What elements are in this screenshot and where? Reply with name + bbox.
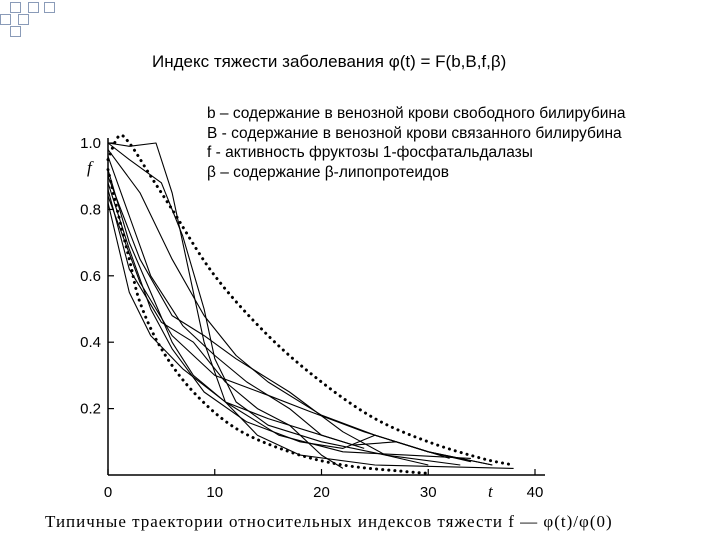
y-tick-label: 0.2 xyxy=(80,401,101,418)
series-line xyxy=(107,142,461,466)
x-tick-label: 30 xyxy=(420,484,437,501)
envelope-upper xyxy=(106,133,516,467)
figure-caption: Типичные траектории относительных индекс… xyxy=(45,512,613,531)
series-lines xyxy=(107,142,514,469)
x-tick-label: 20 xyxy=(313,484,330,501)
decor-square xyxy=(18,14,29,25)
page-title: Индекс тяжести заболевания φ(t) = F(b,B,… xyxy=(152,52,507,71)
decor-square xyxy=(10,2,21,13)
x-tick-label: 10 xyxy=(206,484,223,501)
series-line xyxy=(107,176,429,466)
legend-item: f - активность фруктозы 1-фосфатальдалаз… xyxy=(207,144,533,161)
y-tick-label: 0.4 xyxy=(80,334,101,351)
x-tick-label: 40 xyxy=(527,484,544,501)
x-tick-label: 0 xyxy=(104,484,112,501)
series-line xyxy=(107,156,365,449)
corner-decoration xyxy=(0,0,60,50)
series-line xyxy=(107,202,471,459)
decor-square xyxy=(44,2,55,13)
series-line xyxy=(107,195,493,466)
decor-square xyxy=(10,26,21,37)
y-tick-label: 0.6 xyxy=(80,268,101,285)
axis-ticks: 0 10 20 30 40 0.2 0.4 0.6 0.8 1.0 xyxy=(80,135,543,501)
legend: b – содержание в венозной крови свободно… xyxy=(207,104,626,182)
legend-item: B - содержание в венозной крови связанно… xyxy=(207,124,622,142)
decor-square xyxy=(28,2,39,13)
y-tick-label: 1.0 xyxy=(80,135,101,152)
legend-item: β – содержание β-липопротеидов xyxy=(207,163,449,181)
decor-square xyxy=(0,14,11,25)
legend-item: b – содержание в венозной крови свободно… xyxy=(207,105,626,122)
series-line xyxy=(107,169,472,463)
series-line xyxy=(107,189,344,469)
envelope-lower xyxy=(106,168,430,475)
y-axis-label: f xyxy=(87,158,94,177)
y-tick-label: 0.8 xyxy=(80,201,101,218)
series-line xyxy=(107,182,450,459)
x-axis-label: t xyxy=(488,482,494,501)
dotted-envelope xyxy=(106,133,516,475)
series-line xyxy=(107,142,514,469)
